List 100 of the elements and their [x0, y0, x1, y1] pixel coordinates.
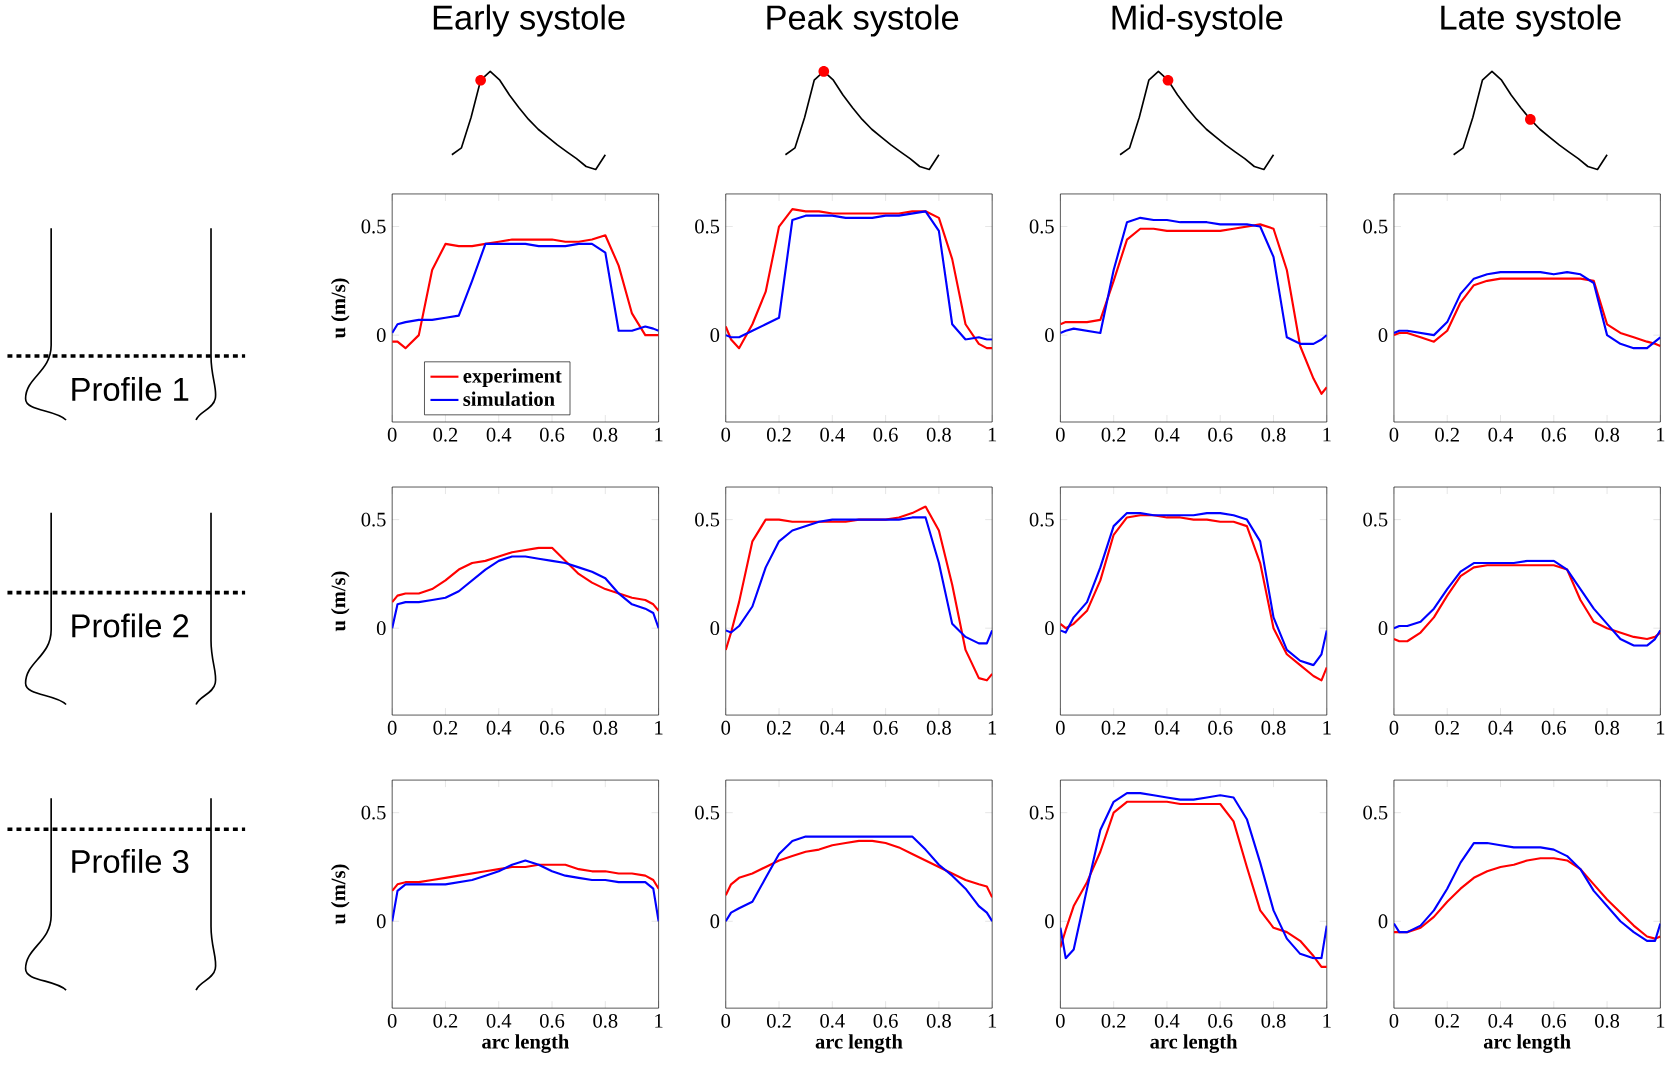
x-tick-label: 1: [1657, 720, 1665, 735]
y-tick-label: 0: [710, 914, 720, 929]
line-series: [725, 839, 993, 899]
x-tick-label: 0: [387, 720, 397, 735]
x-tick-label: 0: [721, 427, 731, 442]
x-tick-label: 1: [655, 720, 663, 735]
y-tick-label: 0: [1045, 914, 1054, 929]
x-axis-title: arc length: [1483, 1034, 1571, 1053]
x-tick-label: 0.6: [1208, 720, 1233, 735]
y-tick-label: 0.5: [1363, 805, 1388, 820]
x-tick-label: 0.6: [1208, 427, 1233, 442]
x-tick-label: 0: [387, 1013, 397, 1028]
y-tick-label: 0: [376, 914, 386, 929]
x-tick-label: 0: [1389, 720, 1399, 735]
x-tick-label: 0.8: [926, 720, 951, 735]
x-tick-label: 0.8: [593, 1013, 618, 1028]
x-tick-label: 0.4: [1488, 720, 1513, 735]
x-tick-label: 1: [655, 427, 663, 442]
x-tick-label: 0.4: [486, 1013, 512, 1028]
y-tick-label: 0: [1378, 914, 1388, 929]
x-tick-label: 1: [1657, 427, 1665, 442]
y-axis-title: u (m/s): [330, 571, 350, 632]
y-tick-label: 0.5: [1029, 512, 1054, 527]
x-tick-label: 0.6: [873, 427, 898, 442]
x-tick-label: 0.6: [540, 720, 565, 735]
y-tick-label: 0: [376, 621, 386, 636]
x-tick-label: 0.2: [1435, 427, 1459, 442]
x-tick-label: 0.2: [1101, 1013, 1126, 1028]
x-tick-label: 0.2: [1101, 720, 1126, 735]
x-tick-label: 0.4: [1488, 427, 1513, 442]
x-tick-label: 0: [1389, 1013, 1399, 1028]
y-tick-label: 0.5: [1029, 805, 1054, 820]
y-tick-label: 0: [1045, 328, 1054, 342]
x-tick-label: 1: [988, 1013, 997, 1028]
x-tick-label: 0.8: [926, 427, 951, 442]
x-tick-label: 0.8: [926, 1013, 951, 1028]
y-axis-title: u (m/s): [330, 278, 350, 339]
x-tick-label: 0.4: [1154, 1013, 1180, 1028]
x-tick-label: 0.2: [1435, 1013, 1459, 1028]
x-tick-label: 0.8: [593, 427, 618, 442]
y-tick-label: 0: [1045, 621, 1054, 636]
x-tick-label: 1: [1657, 1013, 1665, 1028]
chart-title: Early systole: [433, 4, 625, 37]
x-tick-label: 0.6: [1541, 1013, 1566, 1028]
x-tick-label: 0.8: [1261, 427, 1286, 442]
x-tick-label: 0: [1056, 427, 1065, 442]
text: Profile 3: [72, 848, 189, 873]
x-tick-label: 0.6: [1541, 720, 1566, 735]
x-tick-label: 0.4: [1154, 427, 1180, 442]
text: Profile 1: [72, 376, 189, 401]
chart-title: Late systole: [1441, 4, 1621, 37]
y-axis-title: u (m/s): [330, 864, 350, 925]
x-tick-label: 1: [1323, 720, 1331, 735]
x-tick-label: 0.8: [593, 720, 618, 735]
y-tick-label: 0.5: [695, 219, 720, 234]
x-tick-label: 0.2: [766, 427, 791, 442]
y-tick-label: 0: [710, 328, 720, 342]
y-tick-label: 0.5: [695, 512, 720, 527]
y-tick-label: 0: [1378, 328, 1388, 342]
y-tick-label: 0: [1378, 621, 1388, 636]
y-tick-label: 0.5: [361, 219, 386, 234]
x-tick-label: 0.6: [1208, 1013, 1233, 1028]
y-tick-label: 0.5: [361, 512, 386, 527]
text: Profile 2: [72, 613, 189, 638]
legend-label: simulation: [463, 391, 555, 406]
legend-label: experiment: [463, 368, 562, 387]
x-tick-label: 0.8: [1595, 720, 1620, 735]
x-tick-label: 0.6: [1541, 427, 1566, 442]
x-tick-label: 0: [721, 1013, 731, 1028]
x-tick-label: 1: [655, 1013, 663, 1028]
x-tick-label: 0: [1056, 1013, 1065, 1028]
y-tick-label: 0.5: [1363, 512, 1388, 527]
x-tick-label: 0.2: [1435, 720, 1459, 735]
y-tick-label: 0.5: [361, 805, 386, 820]
x-tick-label: 0.4: [1154, 720, 1180, 735]
x-tick-label: 1: [988, 427, 997, 442]
x-tick-label: 0.2: [1101, 427, 1126, 442]
x-tick-label: 0.4: [820, 720, 845, 735]
x-tick-label: 1: [1323, 1013, 1331, 1028]
chart-title: Mid-systole: [1112, 4, 1283, 37]
x-tick-label: 0.2: [433, 427, 458, 442]
x-tick-label: 1: [988, 720, 997, 735]
y-tick-label: 0.5: [1363, 219, 1388, 234]
x-tick-label: 0.6: [873, 720, 898, 735]
x-axis-title: arc length: [482, 1034, 569, 1053]
y-tick-label: 0.5: [695, 805, 720, 820]
x-tick-label: 0.6: [873, 1013, 898, 1028]
y-tick-label: 0: [376, 328, 386, 342]
x-tick-label: 0.8: [1261, 720, 1286, 735]
x-tick-label: 0.8: [1595, 1013, 1620, 1028]
x-tick-label: 0.2: [433, 1013, 458, 1028]
x-axis-title: arc length: [815, 1034, 903, 1053]
y-tick-label: 0: [710, 621, 720, 636]
chart-title: Peak systole: [767, 4, 959, 37]
y-tick-label: 0.5: [1029, 219, 1054, 234]
x-tick-label: 0.4: [486, 427, 512, 442]
x-tick-label: 1: [1323, 427, 1331, 442]
x-tick-label: 0.8: [1261, 1013, 1286, 1028]
x-tick-label: 0.4: [820, 1013, 845, 1028]
x-tick-label: 0.6: [540, 427, 565, 442]
